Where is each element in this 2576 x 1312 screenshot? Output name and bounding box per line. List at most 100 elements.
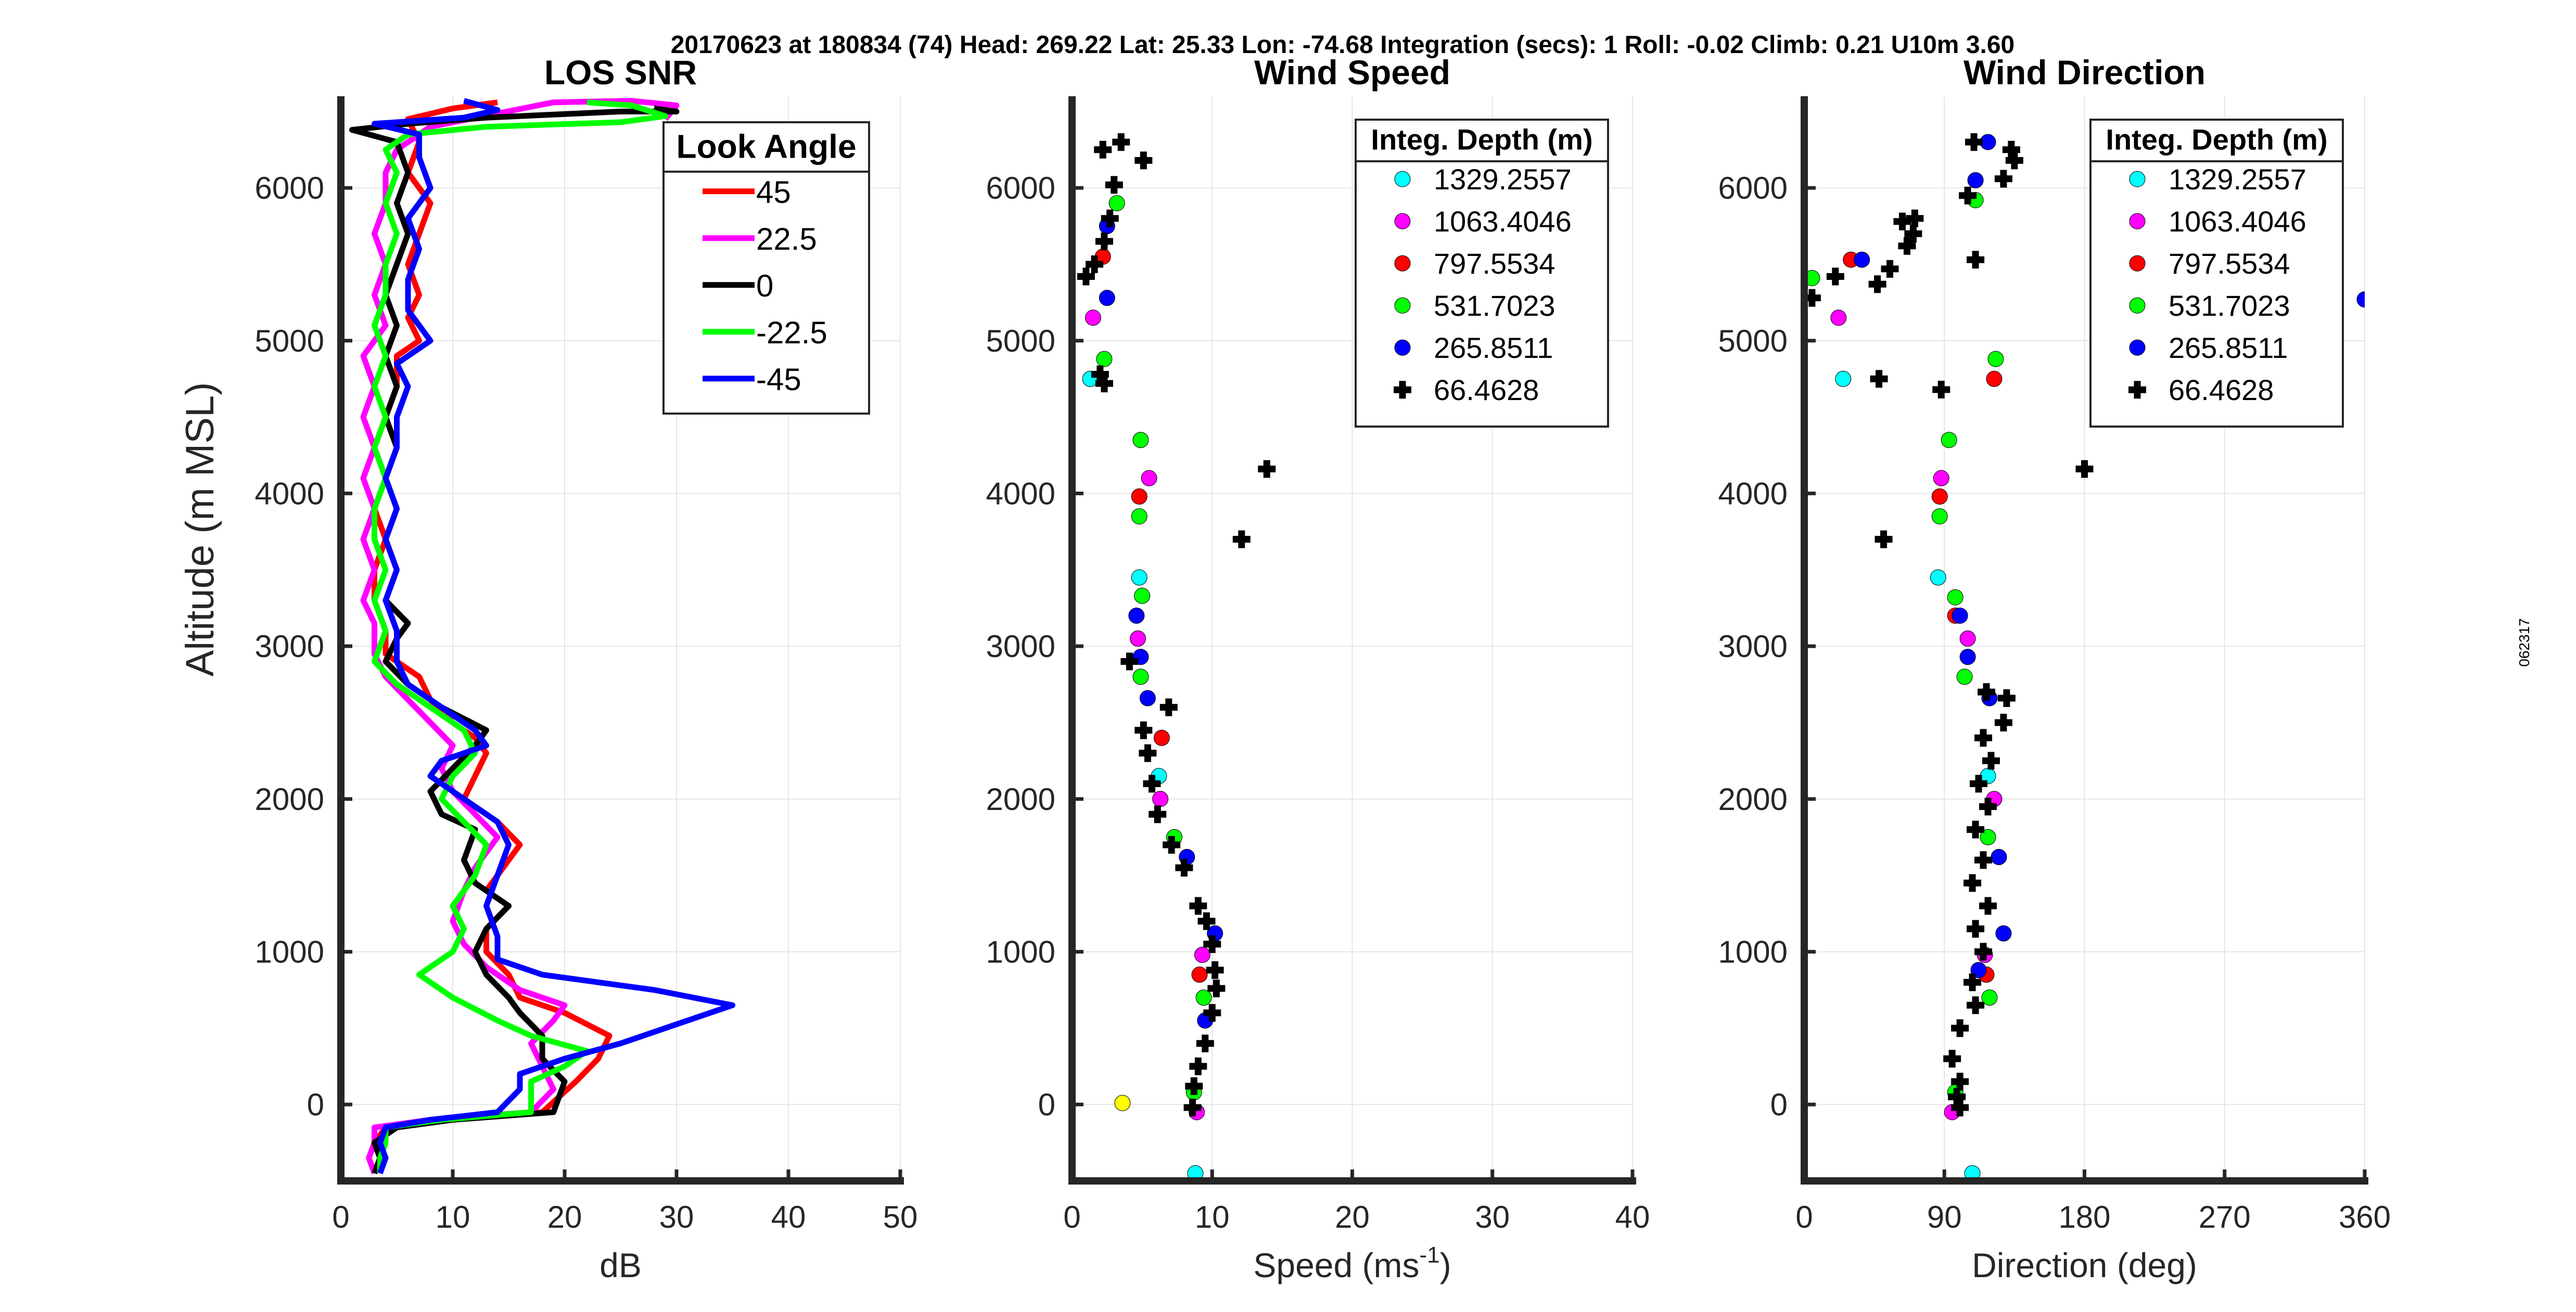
legend-title: Look Angle [676, 127, 856, 165]
series-66-4628-point [1139, 744, 1157, 762]
series-66-4628-point [1974, 851, 1993, 869]
y-tick-label: 6000 [1718, 171, 1788, 205]
series-66-4628-point [1974, 943, 1993, 961]
series-66-4628-point [1963, 973, 1982, 992]
series-66-4628-point [1134, 721, 1153, 739]
series-531-7023-point [1931, 508, 1948, 525]
y-tick-label: 1000 [255, 935, 324, 970]
y-tick-label: 0 [307, 1087, 324, 1122]
x-tick-label: 30 [1475, 1200, 1510, 1234]
y-tick-label: 0 [1038, 1087, 1055, 1122]
legend-item-265-8511-swatch [2129, 339, 2146, 356]
chart-title: Wind Speed [1254, 53, 1450, 92]
series-1329-2557-point [1930, 569, 1946, 586]
series-66-4628-point [1943, 1050, 1961, 1068]
legend-item-797-5534-swatch [1394, 255, 1411, 272]
series-797-5534-point [1986, 370, 2003, 387]
x-tick-label: 10 [436, 1200, 470, 1234]
x-axis-label-text: dB [600, 1246, 642, 1284]
series-66-4628-point [1203, 1004, 1221, 1022]
series-265-8511-point [1959, 649, 1976, 665]
series-66-4628-point [1094, 140, 1112, 159]
series-66-4628-point [1967, 996, 1985, 1014]
series-1063-4046-point [1959, 631, 1976, 647]
series-531-7023-point [1941, 432, 1957, 448]
y-tick-label: 3000 [986, 629, 1055, 664]
chart-title: Wind Direction [1963, 53, 2205, 92]
series-66-4628-point [1232, 530, 1251, 548]
y-tick-label: 4000 [1718, 477, 1788, 511]
y-tick-label: 6000 [986, 171, 1055, 205]
series-265-8511-point [1952, 607, 1968, 624]
legend-box [1355, 119, 1609, 428]
series-531-7023-point [1980, 829, 1996, 845]
series-66-4628-point [1185, 1077, 1203, 1095]
x-axis-label-text: Speed (ms [1253, 1246, 1419, 1284]
panel-2: 0 90 180 270 360 0 1000 2000 3000 4000 5000 6000 Win… [1718, 53, 2391, 1284]
side-label: 062317 [2516, 618, 2532, 666]
series-265-8511-point [1967, 172, 1984, 189]
series-265-8511-point [1128, 607, 1145, 624]
legend-item-66-4628-swatch [2128, 381, 2146, 399]
y-tick-label: 4000 [255, 477, 324, 511]
series-66-4628-point [1979, 798, 1997, 816]
legend-title: Integ. Depth (m) [1371, 123, 1592, 156]
x-tick-label: 40 [771, 1200, 806, 1234]
legend-item-1329-2557-swatch [2129, 171, 2146, 187]
y-tick-label: 3000 [255, 629, 324, 664]
legend-item-45-label: 45 [756, 175, 791, 210]
x-tick-label: 90 [1927, 1200, 1962, 1234]
series-1329-2557-point [1187, 1165, 1204, 1181]
series--45-line [372, 98, 735, 1175]
series-797-5534-point [1931, 488, 1948, 505]
series-66-4628-point [2005, 151, 2023, 170]
legend-item-797-5534-label: 797.5534 [2169, 247, 2290, 280]
series-66-4628-point [1163, 835, 1181, 854]
series-66-4628-point [1143, 775, 1161, 793]
x-tick-label: 20 [547, 1200, 582, 1234]
series-66-4628-point [1951, 1099, 1969, 1117]
x-tick-label: 20 [1335, 1200, 1370, 1234]
header-info: 20170623 at 180834 (74) Head: 269.22 Lat… [671, 31, 2015, 59]
legend-item-66-4628-swatch [1394, 381, 1411, 399]
legend-item-265-8511-label: 265.8511 [2169, 331, 2288, 364]
chart-title: LOS SNR [544, 53, 697, 92]
series-66-4628-point [1134, 151, 1153, 170]
plot-area [1804, 133, 2365, 1181]
series-66-4628-point [1203, 935, 1221, 953]
series-1063-4046-point [1152, 791, 1169, 807]
series-extra-point [1114, 1095, 1131, 1111]
series-66-4628-point [1963, 874, 1982, 892]
y-tick-label: 2000 [986, 782, 1055, 817]
series-66-4628-point [1868, 275, 1886, 293]
series-265-8511-point [1099, 290, 1115, 306]
y-tick-label: 1000 [1718, 935, 1788, 970]
panel-1: 0 10 20 30 40 0 1000 2000 3000 4000 5000 6000 Wind S… [986, 53, 1650, 1284]
legend-item-1329-2557-swatch [1394, 171, 1411, 187]
y-tick-label: 1000 [986, 935, 1055, 970]
series-797-5534-point [1153, 729, 1170, 746]
series-66-4628-point [1095, 232, 1113, 250]
y-tick-label: 5000 [255, 324, 324, 358]
x-axis-label: Speed (ms-1) [1253, 1242, 1451, 1284]
series-66-4628-point [1258, 460, 1276, 478]
x-axis-label: Direction (deg) [1972, 1246, 2197, 1284]
y-tick-label: 4000 [986, 477, 1055, 511]
legend-item-265-8511-label: 265.8511 [1434, 331, 1553, 364]
series-66-4628-point [1974, 729, 1993, 747]
series-531-7023-point [1195, 989, 1212, 1006]
series-66-4628-point [1881, 260, 1899, 278]
series-66-4628-point [1826, 267, 1844, 286]
series-66-4628-point [1105, 176, 1123, 194]
series-531-7023-point [1987, 351, 2004, 367]
series-531-7023-point [1096, 351, 1113, 367]
panel-0: 0 10 20 30 40 50 0 1000 2000 3000 4000 5000 6000 LOS … [178, 53, 917, 1284]
legend-item-66-4628-label: 66.4628 [1434, 374, 1539, 406]
series-45-line [372, 99, 613, 1175]
series-797-5534-point [1131, 488, 1147, 505]
x-tick-label: 40 [1615, 1200, 1650, 1234]
legend-item-531-7023-label: 531.7023 [1434, 289, 1555, 322]
y-tick-label: 5000 [986, 324, 1055, 358]
y-tick-label: 2000 [1718, 782, 1788, 817]
